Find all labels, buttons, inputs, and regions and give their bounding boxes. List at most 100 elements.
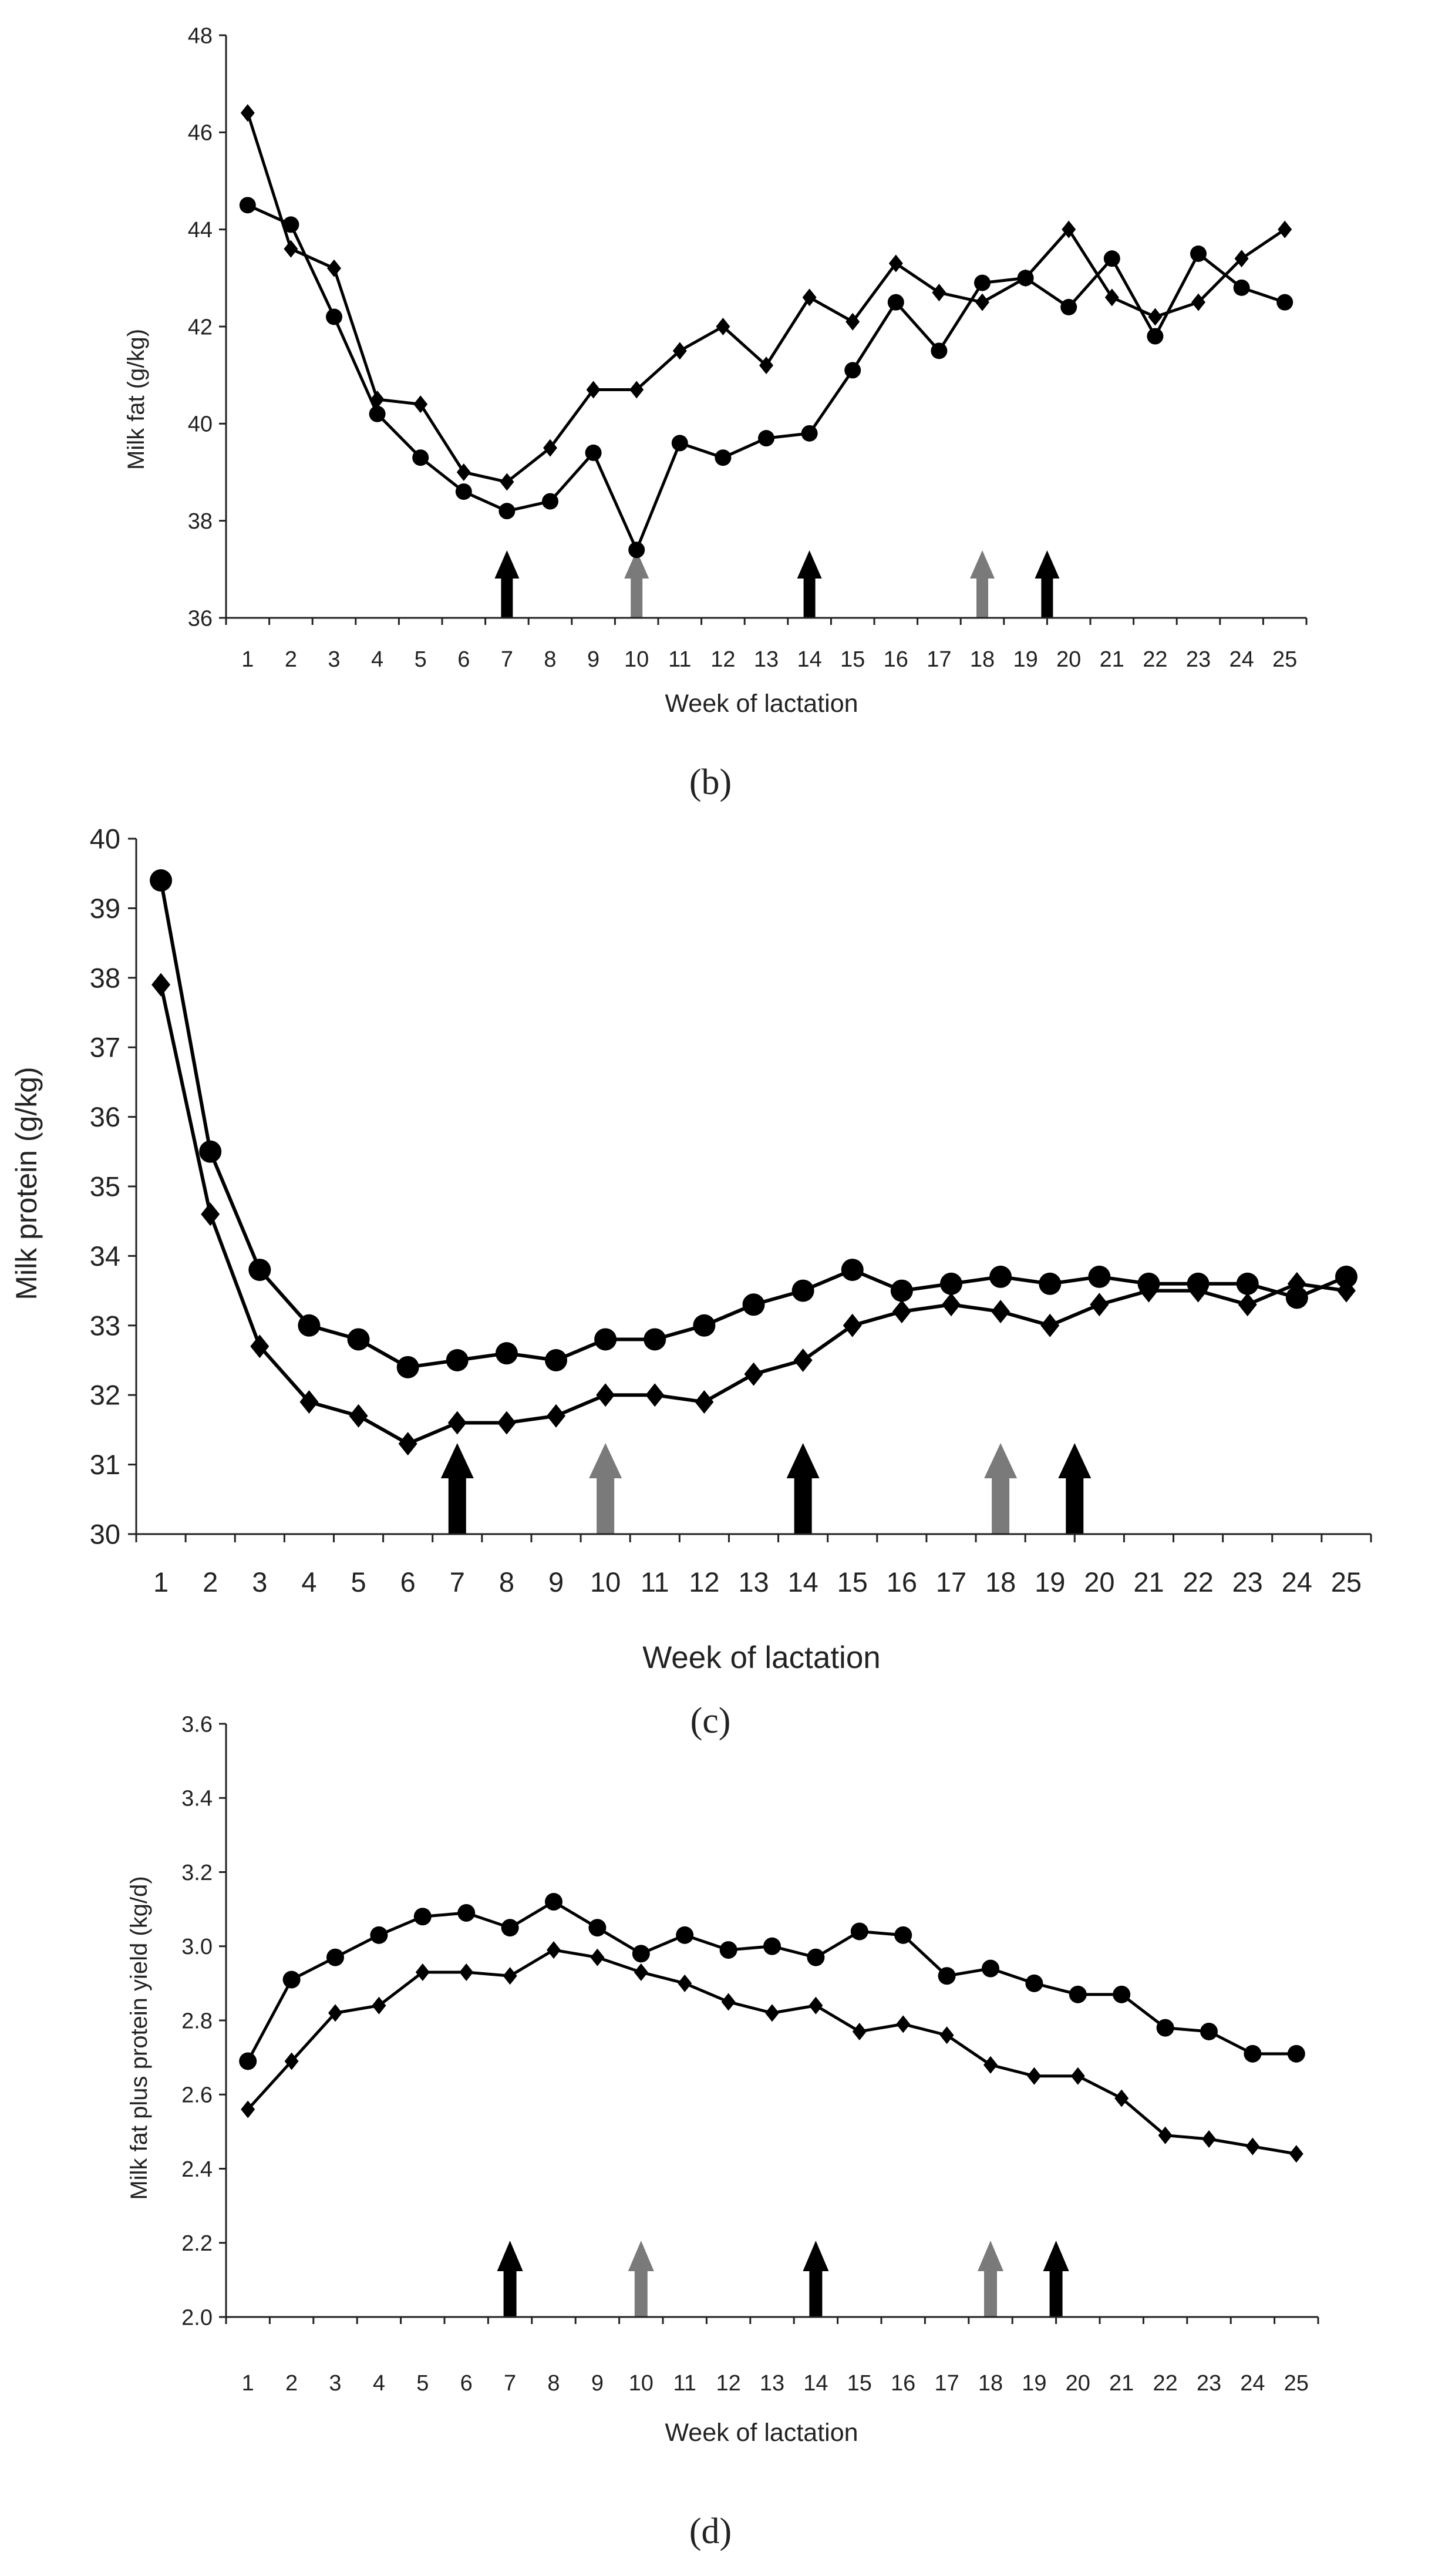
- arrow-markers: [497, 2241, 1069, 2317]
- arrow-markers: [494, 550, 1060, 618]
- x-tick-label: 12: [716, 2371, 740, 2396]
- diamond-data-point: [284, 2052, 299, 2070]
- diamond-data-point: [1234, 250, 1249, 268]
- diamond-data-point: [1245, 2137, 1260, 2155]
- x-tick-label: 10: [590, 1566, 621, 1598]
- diamond-data-point: [845, 312, 860, 331]
- y-tick-label: 48: [188, 23, 213, 48]
- grey-arrow: [589, 1443, 622, 1534]
- y-tick-label: 35: [90, 1171, 120, 1202]
- grey-arrow: [628, 2241, 654, 2317]
- circle-data-point: [1200, 2022, 1218, 2040]
- circle-data-point: [671, 435, 688, 452]
- circle-data-point: [298, 1314, 321, 1337]
- diamond-data-point: [1289, 2145, 1303, 2163]
- x-tick-label: 12: [710, 647, 735, 672]
- y-tick-label: 38: [188, 509, 213, 534]
- diamond-data-point: [500, 473, 514, 491]
- circle-data-point: [239, 197, 256, 214]
- x-tick-label: 2: [203, 1566, 218, 1598]
- black-arrow: [1035, 550, 1060, 618]
- circle-data-point: [1156, 2019, 1174, 2037]
- y-tick-label: 37: [90, 1032, 120, 1063]
- x-tick-label: 24: [1229, 647, 1254, 672]
- x-tick-label: 3: [328, 647, 340, 672]
- circle-data-point: [758, 430, 774, 447]
- grey-arrow: [978, 2241, 1003, 2317]
- diamond-data-point: [1104, 288, 1119, 307]
- circle-data-point: [446, 1349, 469, 1371]
- y-tick-label: 38: [90, 962, 120, 993]
- x-tick-label: 9: [591, 2371, 604, 2396]
- x-tick-label: 20: [1084, 1566, 1114, 1598]
- x-tick-label: 11: [668, 647, 691, 672]
- x-tick-label: 16: [887, 1566, 917, 1598]
- y-tick-label: 40: [188, 412, 213, 437]
- circle-data-point: [501, 1919, 519, 1937]
- circle-data-point: [498, 503, 516, 520]
- x-tick-label: 13: [738, 1566, 769, 1598]
- diamond-series-line: [247, 1948, 1297, 2155]
- circle-data-point: [1017, 270, 1034, 287]
- y-axis-label: Milk fat (g/kg): [123, 329, 149, 470]
- x-tick-label: 19: [1022, 2371, 1046, 2396]
- x-tick-label: 8: [547, 2371, 560, 2396]
- x-tick-label: 8: [544, 647, 556, 672]
- y-tick-label: 3.4: [181, 1787, 213, 1811]
- circle-data-point: [974, 274, 991, 291]
- x-tick-label: 9: [587, 647, 599, 672]
- diamond-data-point: [1139, 1279, 1158, 1303]
- circle-data-point: [763, 1937, 781, 1955]
- y-tick-label: 2.0: [181, 2305, 213, 2330]
- diamond-data-point: [497, 1411, 516, 1435]
- diamond-data-point: [250, 1334, 270, 1358]
- x-tick-label: 2: [285, 647, 297, 672]
- x-tick-label: 18: [985, 1566, 1016, 1598]
- panel-label: (c): [690, 1701, 731, 1741]
- x-tick-label: 4: [301, 1566, 316, 1598]
- x-tick-label: 11: [673, 2371, 696, 2396]
- x-tick-label: 1: [242, 2371, 254, 2396]
- circle-data-point: [412, 449, 429, 466]
- diamond-data-point: [932, 284, 946, 302]
- circle-data-point: [239, 2052, 257, 2070]
- y-tick-label: 32: [90, 1380, 120, 1411]
- circle-data-point: [585, 444, 602, 461]
- circle-data-point: [1276, 294, 1293, 311]
- diamond-data-point: [1336, 1279, 1356, 1303]
- diamond-data-point: [415, 1963, 430, 1981]
- diamond-data-point: [802, 288, 817, 307]
- diamond-data-point: [975, 293, 989, 311]
- circle-data-point: [542, 493, 558, 510]
- diamond-data-point: [241, 2100, 255, 2118]
- circle-data-point: [887, 294, 904, 311]
- x-tick-label: 16: [884, 647, 908, 672]
- x-tick-label: 18: [970, 647, 995, 672]
- diamond-data-point: [721, 1993, 736, 2011]
- diamond-data-point: [299, 1390, 319, 1414]
- diamond-data-point: [503, 1967, 517, 1985]
- x-tick-label: 18: [978, 2371, 1003, 2396]
- diamond-data-point: [413, 395, 428, 413]
- x-tick-label: 25: [1284, 2371, 1309, 2396]
- diamond-data-point: [1027, 2067, 1042, 2085]
- black-arrow: [494, 550, 520, 618]
- circle-data-point: [1285, 1286, 1308, 1309]
- y-tick-label: 34: [90, 1240, 120, 1272]
- y-tick-label: 3.6: [181, 1712, 213, 1737]
- circle-data-point: [632, 1945, 650, 1963]
- x-tick-label: 10: [624, 647, 649, 672]
- circle-data-point: [545, 1893, 562, 1911]
- circle-data-point: [282, 216, 299, 233]
- y-tick-label: 42: [188, 315, 213, 339]
- y-tick-label: 39: [90, 893, 120, 924]
- diamond-data-point: [634, 1963, 648, 1981]
- diamond-data-point: [1188, 1279, 1208, 1303]
- diamond-data-point: [459, 1963, 474, 1981]
- circle-data-point: [676, 1926, 694, 1944]
- x-tick-label: 19: [1013, 647, 1037, 672]
- x-tick-label: 21: [1100, 647, 1124, 672]
